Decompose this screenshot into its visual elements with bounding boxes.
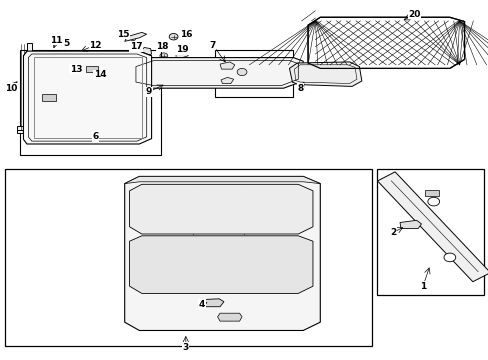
Text: 16: 16	[179, 30, 192, 39]
Circle shape	[443, 253, 455, 262]
Text: 15: 15	[117, 30, 129, 39]
Circle shape	[130, 37, 135, 41]
Text: 2: 2	[390, 228, 396, 237]
Polygon shape	[307, 17, 464, 68]
Circle shape	[142, 51, 148, 55]
Circle shape	[237, 68, 246, 76]
Bar	[376, 169, 483, 295]
Bar	[5, 169, 371, 346]
Polygon shape	[129, 236, 312, 293]
Polygon shape	[217, 313, 242, 321]
Polygon shape	[129, 184, 312, 234]
Polygon shape	[17, 130, 51, 133]
Polygon shape	[132, 58, 303, 88]
Polygon shape	[221, 77, 233, 84]
Bar	[425, 190, 438, 196]
Text: 17: 17	[129, 42, 142, 51]
Bar	[20, 50, 161, 155]
Polygon shape	[289, 62, 361, 86]
Text: 3: 3	[183, 343, 188, 352]
Polygon shape	[377, 172, 488, 282]
Circle shape	[160, 53, 167, 59]
Text: 12: 12	[89, 40, 102, 49]
Text: 14: 14	[94, 71, 106, 79]
Polygon shape	[124, 32, 146, 41]
Circle shape	[427, 197, 439, 206]
Text: 5: 5	[63, 40, 69, 49]
Text: 20: 20	[407, 10, 420, 19]
Polygon shape	[176, 51, 188, 59]
Circle shape	[71, 52, 81, 59]
Text: 7: 7	[209, 40, 216, 49]
Text: 11: 11	[50, 36, 62, 45]
Text: 18: 18	[156, 42, 168, 51]
Text: 19: 19	[175, 45, 188, 54]
Text: 4: 4	[198, 300, 205, 309]
Text: 9: 9	[145, 87, 152, 96]
Polygon shape	[124, 176, 320, 184]
Text: 10: 10	[4, 84, 17, 93]
Text: 6: 6	[92, 132, 98, 141]
Polygon shape	[399, 220, 421, 229]
Polygon shape	[85, 76, 98, 85]
Bar	[34, 57, 142, 138]
Circle shape	[71, 78, 80, 84]
Polygon shape	[139, 48, 151, 58]
Polygon shape	[23, 51, 151, 144]
Bar	[41, 94, 56, 101]
Text: 13: 13	[69, 65, 82, 74]
Polygon shape	[46, 51, 61, 59]
Polygon shape	[124, 176, 320, 330]
Circle shape	[169, 33, 178, 40]
Polygon shape	[17, 43, 32, 130]
Text: 1: 1	[419, 282, 425, 291]
Text: 8: 8	[297, 84, 303, 93]
Polygon shape	[203, 299, 224, 307]
Polygon shape	[220, 62, 234, 69]
Bar	[215, 50, 293, 97]
Bar	[85, 66, 98, 72]
